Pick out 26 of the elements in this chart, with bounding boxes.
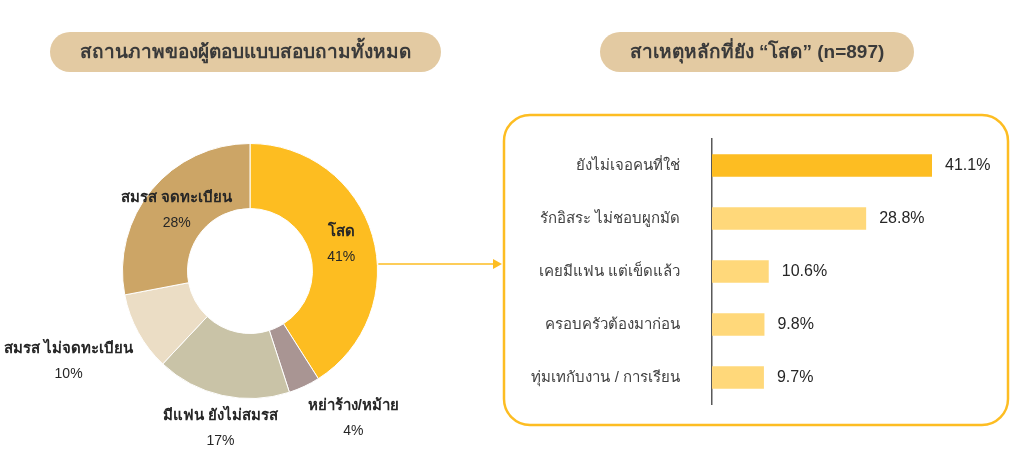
bar [712, 313, 765, 336]
bar [712, 366, 764, 389]
bar [712, 260, 769, 283]
data-label: 9.8% [777, 314, 814, 332]
slice-label: หย่าร้าง/หม้าย [307, 396, 399, 414]
title-banner: สาเหตุหลักที่ยัง “โสด” (n=897) [599, 32, 915, 72]
data-label: 17% [206, 431, 235, 448]
data-label: 10% [54, 364, 83, 381]
slice-label: สมรส ไม่จดทะเบียน [4, 337, 135, 356]
data-label: 28% [162, 213, 191, 230]
y-tick-label: ครอบครัวต้องมาก่อน [545, 314, 680, 332]
y-tick-label: ยังไม่เจอคนที่ใช่ [576, 153, 680, 173]
bar [712, 207, 867, 230]
title-banner: สถานภาพของผู้ตอบแบบสอบถามทั้งหมด [49, 32, 441, 72]
data-label: 10.6% [781, 261, 828, 279]
slice-label: โสด [326, 221, 355, 240]
y-tick-label: รักอิสระ ไม่ชอบผูกมัด [539, 208, 680, 227]
y-tick-label: ทุ่มเทกับงาน / การเรียน [531, 367, 680, 387]
data-label: 41.1% [945, 155, 991, 173]
data-label: 41% [327, 247, 356, 264]
data-label: 28.8% [879, 208, 925, 226]
y-tick-label: เคยมีแฟน แต่เข็ดแล้ว [538, 260, 680, 279]
data-label: 9.7% [776, 367, 814, 385]
data-label: 4% [343, 421, 364, 438]
slice-label: มีแฟน ยังไม่สมรส [162, 404, 280, 423]
bar [712, 154, 932, 177]
